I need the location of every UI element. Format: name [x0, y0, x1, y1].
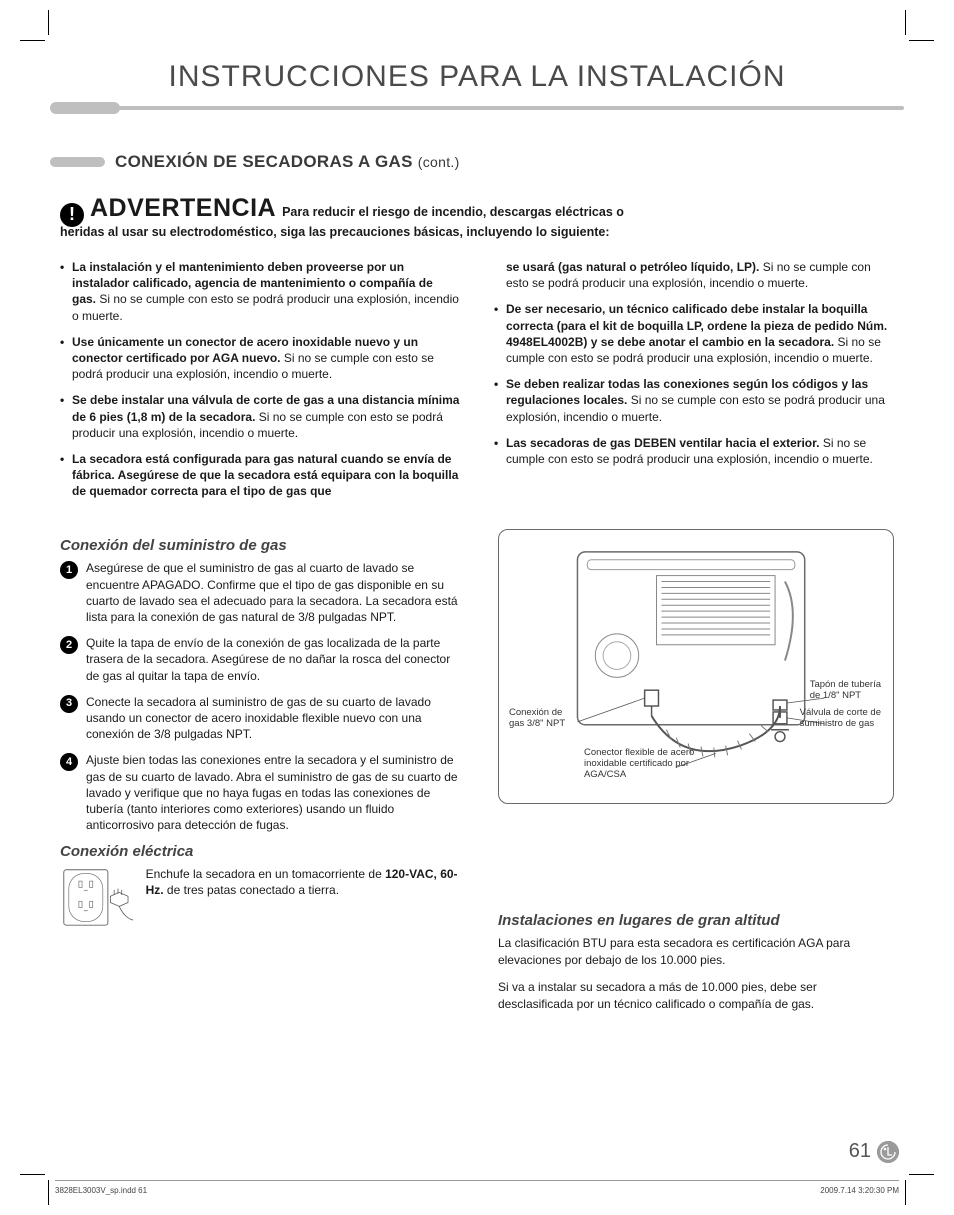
bullet-item-continuation: se usará (gas natural o petróleo líquido… [494, 259, 894, 291]
warning-bullets: La instalación y el mantenimiento deben … [60, 259, 894, 509]
step-item: 1 Asegúrese de que el suministro de gas a… [60, 560, 464, 625]
footer-file: 3828EL3003V_sp.indd 61 [55, 1186, 147, 1195]
step-number: 2 [60, 636, 78, 654]
step-number: 3 [60, 695, 78, 713]
warning-block: ! ADVERTENCIA Para reducir el riesgo de … [60, 194, 904, 239]
electrical-text-post: de tres patas conectado a tierra. [164, 883, 339, 897]
section-title: CONEXIÓN DE SECADORAS A GAS [115, 152, 413, 171]
electrical-text-pre: Enchufe la secadora en un tomacorriente … [146, 867, 385, 881]
section-pill-icon [50, 157, 105, 167]
warning-word: ADVERTENCIA [90, 194, 276, 223]
bullet-item: Las secadoras de gas DEBEN ventilar haci… [494, 435, 894, 467]
diagram-label-gas-conn: Conexión de gas 3/8" NPT [509, 708, 565, 730]
page-number-wrap: 61 [849, 1140, 899, 1163]
bullet-item: Se debe instalar una válvula de corte de… [60, 392, 460, 441]
diagram-label-flex: Conector flexible de acero inoxidable ce… [584, 748, 694, 781]
altitude-block: La clasificación BTU para esta secadora … [498, 935, 894, 1012]
bullet-item: La instalación y el mantenimiento deben … [60, 259, 460, 324]
step-number: 1 [60, 561, 78, 579]
outlet-figure [60, 866, 136, 966]
diagram-label-pipe-plug: Tapón de tubería de 1/8" NPT [810, 680, 881, 702]
gas-supply-title: Conexión del suministro de gas [60, 537, 464, 554]
footer-timestamp: 2009.7.14 3:20:30 PM [820, 1186, 899, 1195]
title-rule [50, 102, 904, 114]
diagram-label-shutoff: Válvula de corte de suministro de gas [800, 708, 881, 730]
bullet-item: De ser necesario, un técnico calificado … [494, 301, 894, 366]
warning-lead: Para reducir el riesgo de incendio, desc… [282, 205, 624, 219]
altitude-title: Instalaciones en lugares de gran altitud [498, 912, 894, 929]
footer-rule [55, 1180, 899, 1181]
bullet-item: La secadora está configurada para gas na… [60, 451, 460, 500]
bullet-item: Use únicamente un conector de acero inox… [60, 334, 460, 383]
step-item: 3 Conecte la secadora al suministro de ga… [60, 694, 464, 743]
lg-logo-icon [877, 1141, 899, 1163]
bullet-item: Se deben realizar todas las conexiones s… [494, 376, 894, 425]
document-title: INSTRUCCIONES PARA LA INSTALACIÓN [50, 60, 904, 94]
warning-lead2: heridas al usar su electrodoméstico, sig… [60, 225, 904, 239]
gas-connection-diagram: Conexión de gas 3/8" NPT Tapón de tuberí… [498, 529, 894, 804]
electrical-block: Enchufe la secadora en un tomacorriente … [60, 866, 464, 966]
step-text: Ajuste bien todas las conexiones entre l… [86, 752, 464, 833]
altitude-p1: La clasificación BTU para esta secadora … [498, 935, 894, 969]
step-text: Conecte la secadora al suministro de gas… [86, 694, 464, 743]
altitude-p2: Si va a instalar su secadora a más de 10… [498, 979, 894, 1013]
step-number: 4 [60, 753, 78, 771]
step-item: 4 Ajuste bien todas las conexiones entre … [60, 752, 464, 833]
electrical-title: Conexión eléctrica [60, 843, 464, 860]
section-header: CONEXIÓN DE SECADORAS A GAS (cont.) [50, 152, 904, 172]
step-text: Quite la tapa de envío de la conexión de… [86, 635, 464, 684]
section-cont: (cont.) [418, 154, 460, 170]
step-item: 2 Quite la tapa de envío de la conexión d… [60, 635, 464, 684]
warning-icon: ! [60, 203, 84, 227]
step-text: Asegúrese de que el suministro de gas al… [86, 560, 464, 625]
page-number: 61 [849, 1140, 871, 1163]
